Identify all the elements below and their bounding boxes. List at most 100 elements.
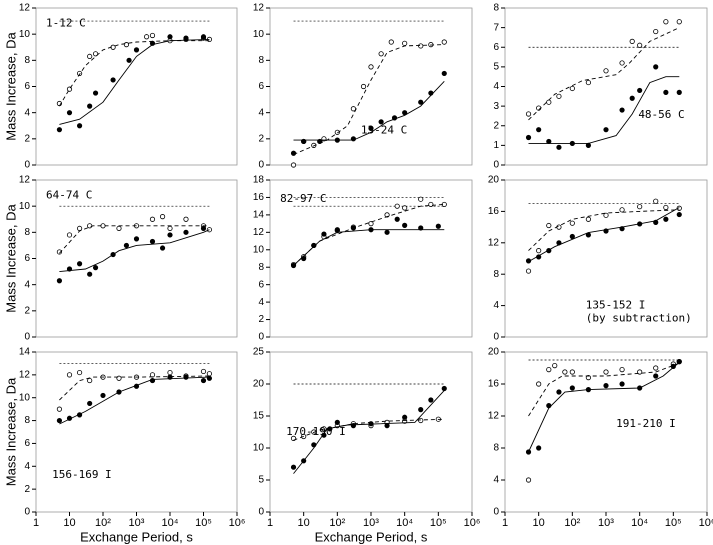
filled-point: [556, 389, 562, 395]
y-tick-label: 10: [19, 392, 31, 403]
y-tick-label: 4: [24, 107, 30, 118]
fit-line: [528, 362, 680, 453]
fit-line: [293, 80, 445, 141]
open-point: [653, 365, 659, 371]
y-tick-label: 8: [24, 227, 30, 238]
filled-point: [525, 258, 532, 264]
y-tick-label: 6: [24, 81, 30, 92]
filled-point: [603, 127, 609, 133]
open-point: [562, 369, 568, 375]
filled-point: [402, 222, 408, 228]
filled-point: [334, 419, 340, 425]
panel: 0 4 8 12 16 20 135-152 I(by subtraction): [488, 175, 708, 343]
y-axis-label: Mass Increase, Da: [3, 204, 18, 313]
y-tick-label: 6: [493, 42, 499, 53]
filled-point: [87, 103, 93, 109]
y-tick-label: 20: [488, 347, 500, 358]
y-tick-label: 12: [488, 411, 500, 422]
open-point: [546, 99, 552, 105]
x-tick-label: 10³: [363, 517, 379, 529]
filled-point: [92, 90, 99, 96]
region-label: 156-169 I: [52, 468, 112, 481]
open-point: [418, 196, 424, 202]
region-label: (by subtraction): [586, 312, 692, 325]
y-tick-label: 5: [493, 62, 499, 73]
filled-point: [311, 242, 317, 249]
y-tick-label: 2: [258, 314, 264, 325]
fit-line: [293, 229, 445, 266]
fit-line: [59, 225, 210, 254]
open-point: [441, 39, 447, 45]
open-point: [87, 223, 93, 229]
y-tick-label: 3: [493, 101, 499, 112]
open-point: [525, 477, 532, 483]
open-point: [360, 83, 367, 90]
x-tick-label: 10⁴: [396, 517, 413, 529]
open-point: [418, 43, 424, 49]
x-tick-label: 10⁵: [195, 517, 212, 529]
region-label: 64-74 C: [46, 189, 92, 202]
y-tick-label: 8: [24, 415, 30, 426]
x-tick-label: 10⁵: [430, 517, 447, 529]
y-tick-label: 0: [24, 507, 30, 518]
y-tick-label: 20: [253, 379, 265, 390]
fit-line: [59, 375, 210, 401]
filled-point: [110, 77, 116, 83]
filled-point: [428, 397, 434, 403]
y-tick-label: 6: [24, 253, 30, 264]
open-point: [388, 39, 394, 45]
filled-point: [402, 414, 408, 420]
y-tick-label: 4: [493, 81, 499, 92]
x-axis-label: Exchange Period, s: [80, 529, 193, 544]
x-axis-label: Exchange Period, s: [315, 529, 428, 544]
filled-point: [92, 265, 99, 271]
plot-frame: [269, 179, 473, 338]
fit-line: [293, 203, 445, 266]
open-point: [569, 220, 575, 226]
y-tick-label: 0: [493, 507, 499, 518]
open-point: [149, 32, 156, 39]
fit-line: [528, 209, 680, 251]
y-tick-label: 7: [493, 22, 499, 33]
panel: 0 2 4 6 8 10 12 14 1 10 10² 10³ 10⁴ 10⁵ 10⁶ Exchange Pe…: [3, 347, 245, 545]
y-tick-label: 0: [24, 160, 30, 171]
y-tick-label: 4: [258, 107, 264, 118]
open-point: [66, 232, 73, 238]
open-point: [56, 406, 63, 412]
open-point: [149, 372, 156, 378]
filled-point: [321, 231, 327, 237]
plot-frame: [504, 179, 708, 338]
x-tick-label: 10³: [598, 517, 614, 529]
y-tick-label: 10: [19, 201, 31, 212]
filled-point: [619, 107, 625, 113]
fit-line: [59, 376, 210, 425]
y-tick-label: 8: [493, 3, 499, 14]
filled-point: [66, 110, 73, 116]
filled-point: [56, 417, 63, 424]
y-tick-label: 0: [258, 332, 264, 343]
filled-point: [334, 227, 340, 233]
open-point: [536, 381, 542, 387]
open-point: [76, 369, 83, 376]
y-tick-label: 0: [258, 507, 264, 518]
region-label: 170-190 I: [286, 425, 346, 438]
y-tick-label: 20: [488, 175, 500, 186]
plot-frame: [35, 7, 238, 166]
panel: 0 2 4 6 8 10 12 14 16 18 82-97 C: [253, 175, 473, 343]
filled-point: [56, 278, 63, 284]
y-tick-label: 18: [253, 175, 265, 186]
region-label: 48-56 C: [638, 108, 684, 121]
open-point: [167, 225, 173, 232]
open-point: [585, 216, 591, 222]
y-tick-label: 10: [253, 443, 265, 454]
filled-point: [167, 232, 173, 238]
filled-point: [183, 35, 189, 41]
open-point: [569, 85, 575, 92]
x-tick-label: 10²: [329, 517, 345, 529]
region-label: 82-97 C: [280, 192, 326, 205]
filled-point: [378, 119, 384, 125]
y-tick-label: 16: [253, 192, 265, 203]
fit-line: [528, 207, 680, 262]
filled-point: [183, 229, 189, 235]
y-tick-label: 4: [493, 475, 499, 486]
